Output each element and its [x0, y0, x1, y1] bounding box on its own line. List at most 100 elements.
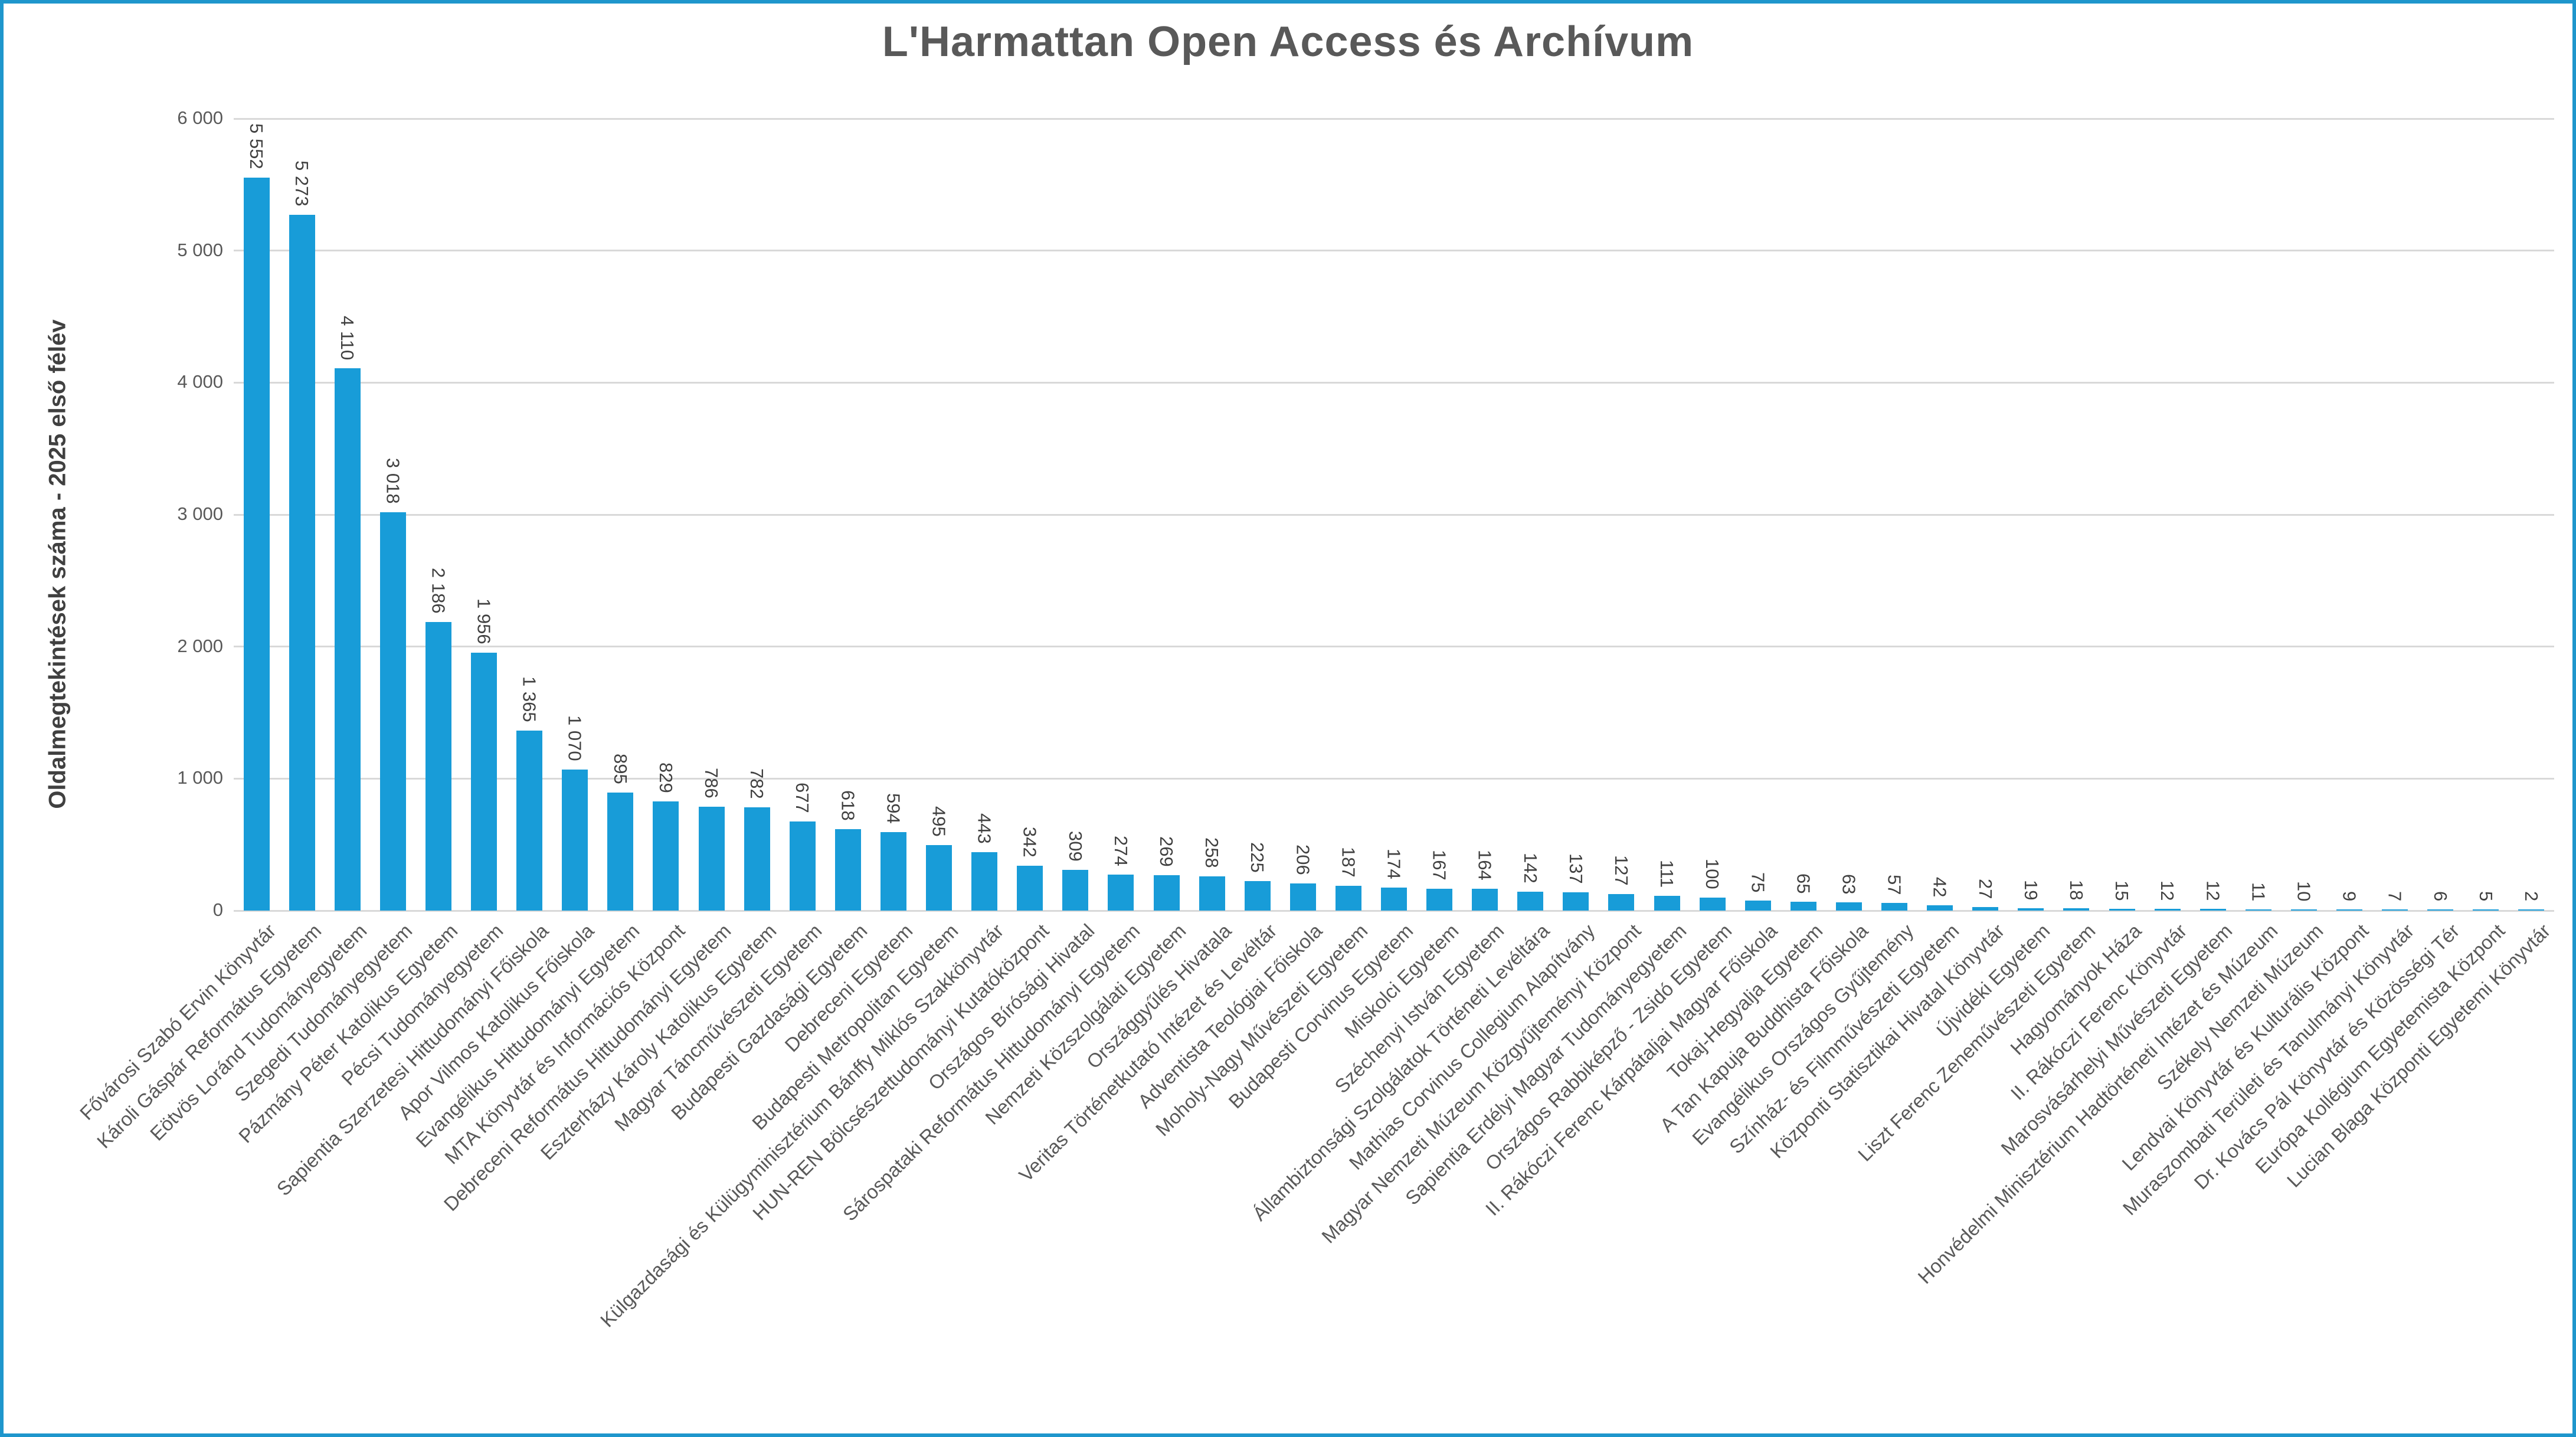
bar — [2245, 909, 2271, 911]
bar — [971, 852, 998, 911]
bar — [1108, 875, 1134, 911]
bar — [607, 793, 634, 911]
bar — [2290, 909, 2317, 911]
bar — [1654, 896, 1680, 911]
bar-value-label: 1 365 — [519, 676, 540, 722]
y-tick-label: 5 000 — [177, 239, 223, 260]
bar-value-label: 269 — [1156, 836, 1177, 867]
bar-value-label: 127 — [1611, 855, 1632, 886]
bar — [1017, 866, 1043, 911]
bar-value-label: 6 — [2430, 891, 2451, 901]
bar-value-label: 5 273 — [292, 161, 313, 207]
y-tick-label: 3 000 — [177, 503, 223, 524]
bar-value-label: 5 — [2475, 891, 2496, 901]
bar — [2018, 908, 2044, 911]
bar — [789, 821, 816, 911]
bar — [1972, 907, 1999, 911]
bar — [1517, 892, 1544, 911]
bar-value-label: 12 — [2202, 880, 2224, 901]
bar-value-label: 829 — [655, 762, 676, 793]
bar-value-label: 2 — [2521, 891, 2542, 901]
bar-value-label: 895 — [610, 754, 631, 784]
bar — [1062, 870, 1089, 911]
bar-value-label: 164 — [1474, 850, 1495, 880]
bar-value-label: 309 — [1065, 831, 1086, 862]
bar-value-label: 495 — [928, 806, 950, 837]
bar — [1381, 888, 1407, 911]
bar — [1244, 881, 1271, 911]
bar-value-label: 11 — [2248, 882, 2269, 901]
bar — [880, 832, 906, 911]
bar-value-label: 27 — [1975, 878, 1996, 899]
bar — [1699, 898, 1726, 911]
bar — [744, 807, 770, 911]
bar — [1335, 886, 1361, 911]
bar-value-label: 5 552 — [246, 123, 267, 169]
bar — [926, 845, 953, 911]
bar-value-label: 1 070 — [564, 715, 585, 761]
bar — [2518, 909, 2545, 911]
y-tick-label: 6 000 — [177, 107, 223, 128]
bar-value-label: 7 — [2384, 891, 2405, 901]
bar — [1881, 903, 1908, 911]
bar — [1289, 883, 1316, 911]
bar-value-label: 42 — [1929, 876, 1950, 897]
chart-title: L'Harmattan Open Access és Archívum — [882, 18, 1694, 66]
bar-value-label: 4 110 — [337, 315, 358, 360]
bar-value-label: 15 — [2112, 880, 2133, 901]
bar — [698, 807, 725, 911]
bar — [1426, 889, 1453, 911]
bar — [2336, 909, 2363, 911]
bar — [2473, 909, 2499, 911]
bar-value-label: 111 — [1657, 859, 1678, 888]
gridline — [234, 646, 2554, 648]
bar — [653, 801, 679, 911]
bar — [243, 178, 270, 911]
bar-value-label: 19 — [2020, 879, 2041, 900]
bar — [289, 215, 315, 911]
bar-value-label: 100 — [1702, 859, 1723, 889]
bar — [2199, 909, 2226, 911]
bar-value-label: 342 — [1019, 827, 1040, 857]
bar-value-label: 167 — [1429, 850, 1450, 880]
bar-value-label: 187 — [1338, 847, 1359, 878]
bar-value-label: 677 — [792, 783, 813, 813]
bar-value-label: 65 — [1793, 873, 1814, 893]
x-axis-label-area: Fővárosi Szabó Ervin Könyvtár Károli Gásp… — [76, 911, 2555, 1436]
bar-value-label: 225 — [1247, 842, 1268, 873]
bar — [1608, 894, 1635, 911]
bar-value-label: 206 — [1292, 844, 1314, 875]
bar — [1927, 905, 1953, 911]
bar-value-label: 786 — [701, 768, 722, 798]
bar-value-label: 1 956 — [473, 598, 495, 644]
y-tick-label: 1 000 — [177, 767, 223, 788]
bar — [379, 512, 406, 911]
plot-area: 5 552 5 273 4 110 3 018 2 18 6 1 956 1 365 1 070… — [234, 117, 2554, 912]
bar-value-label: 137 — [1565, 853, 1586, 884]
bar — [2154, 909, 2181, 911]
gridline — [234, 250, 2554, 252]
bar — [1153, 875, 1180, 911]
bar — [1563, 892, 1589, 911]
bar — [1199, 876, 1225, 911]
bar-value-label: 75 — [1747, 872, 1769, 892]
bar-value-label: 274 — [1110, 836, 1131, 866]
bar — [2427, 909, 2454, 911]
bar — [471, 653, 497, 911]
bar — [516, 731, 543, 911]
bar — [425, 622, 451, 911]
bar-value-label: 3 018 — [382, 458, 404, 504]
bar-value-label: 18 — [2066, 879, 2087, 900]
gridline — [234, 117, 2554, 120]
bar-value-label: 9 — [2339, 891, 2360, 901]
gridline — [234, 513, 2554, 516]
bar — [1744, 901, 1771, 911]
y-axis-title: Oldalmegtekintések száma - 2025 első fél… — [44, 319, 71, 809]
bar-value-label: 258 — [1202, 837, 1223, 868]
bar-value-label: 12 — [2157, 880, 2178, 901]
bar-value-label: 57 — [1884, 874, 1905, 895]
y-tick-label: 0 — [212, 899, 223, 920]
bar — [2109, 909, 2135, 911]
bar-value-label: 443 — [974, 813, 995, 844]
